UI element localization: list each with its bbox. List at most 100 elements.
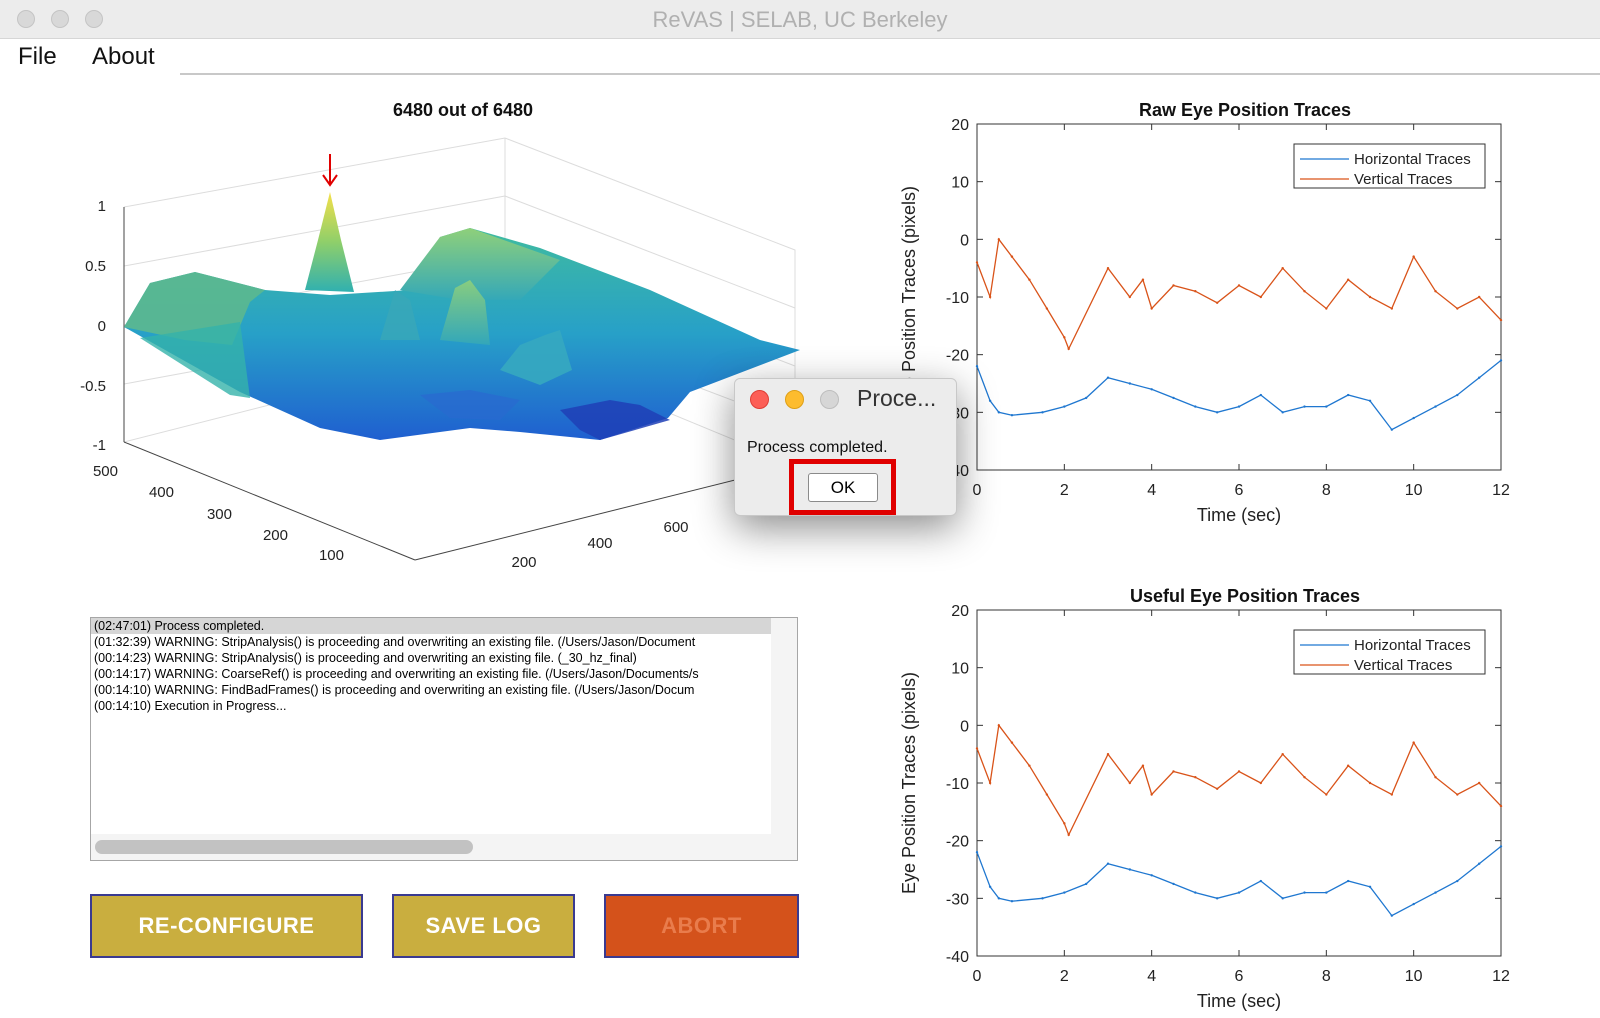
data-point xyxy=(988,885,992,888)
data-point xyxy=(988,399,992,402)
data-point xyxy=(1303,776,1306,779)
data-point xyxy=(1172,396,1175,400)
y-tick-label: -40 xyxy=(946,949,969,966)
title-bar: ReVAS | SELAB, UC Berkeley xyxy=(0,0,1600,39)
data-point xyxy=(1281,752,1284,756)
data-point xyxy=(1194,405,1197,408)
data-point xyxy=(1172,882,1175,886)
dialog-minimize-button[interactable] xyxy=(785,390,804,409)
data-point xyxy=(1390,914,1394,917)
data-point xyxy=(1237,284,1241,287)
close-window-button[interactable] xyxy=(17,10,35,28)
x-tick-label: 0 xyxy=(973,482,982,499)
y-tick-label: 300 xyxy=(207,506,232,523)
data-point xyxy=(1150,307,1153,310)
process-dialog: Proce... Process completed. OK xyxy=(734,378,957,516)
z-tick-label: 0 xyxy=(98,318,106,335)
x-tick-label: 4 xyxy=(1147,968,1156,985)
ok-button-highlight xyxy=(789,459,896,515)
x-axis-label: Time (sec) xyxy=(1197,991,1281,1011)
x-tick-labels: 200 400 600 xyxy=(511,519,688,571)
y-tick-label: 200 xyxy=(263,527,288,544)
surface-axes xyxy=(123,207,796,561)
log-line[interactable]: (02:47:01) Process completed. xyxy=(91,618,797,634)
data-point xyxy=(1412,741,1415,744)
data-point xyxy=(988,295,992,299)
data-point xyxy=(1237,770,1241,773)
data-point xyxy=(1368,885,1372,888)
data-point xyxy=(997,238,1001,241)
log-line[interactable]: (00:14:17) WARNING: CoarseRef() is proce… xyxy=(94,667,699,681)
dialog-zoom-button[interactable] xyxy=(820,390,839,409)
data-point xyxy=(1106,862,1110,865)
log-panel[interactable]: (02:47:01) Process completed. (01:32:39) … xyxy=(90,617,798,861)
data-point xyxy=(1084,882,1088,886)
data-point xyxy=(1041,897,1044,900)
data-point xyxy=(1150,388,1153,391)
z-tick-label: 1 xyxy=(98,198,106,215)
dialog-close-button[interactable] xyxy=(750,390,769,409)
menu-file[interactable]: File xyxy=(18,43,57,70)
data-point xyxy=(1063,405,1066,408)
data-point xyxy=(1434,405,1437,408)
log-horizontal-scrollbar[interactable] xyxy=(91,834,771,860)
abort-button[interactable]: ABORT xyxy=(604,894,799,958)
log-vertical-scrollbar[interactable] xyxy=(771,618,797,860)
data-point xyxy=(1215,787,1219,790)
reconfigure-button[interactable]: RE-CONFIGURE xyxy=(90,894,363,958)
window-title: ReVAS | SELAB, UC Berkeley xyxy=(652,7,948,32)
data-point xyxy=(1128,868,1132,871)
y-tick-label: -10 xyxy=(946,290,969,307)
surface-mesh xyxy=(124,192,800,440)
data-point xyxy=(1346,764,1350,767)
log-line[interactable]: (00:14:23) WARNING: StripAnalysis() is p… xyxy=(94,651,637,665)
y-tick-labels: 500 400 300 200 100 xyxy=(93,463,344,564)
data-point xyxy=(1041,411,1044,414)
data-point xyxy=(1106,376,1110,379)
menu-about[interactable]: About xyxy=(92,43,155,70)
data-point xyxy=(1368,781,1372,785)
log-line[interactable]: (00:14:10) Execution in Progress... xyxy=(94,699,287,713)
log-line[interactable]: (01:32:39) WARNING: StripAnalysis() is p… xyxy=(94,635,696,649)
dialog-title: Proce... xyxy=(857,385,937,411)
data-point xyxy=(997,724,1001,727)
save-log-button[interactable]: SAVE LOG xyxy=(392,894,575,958)
series-line-horizontal xyxy=(976,359,1502,431)
y-tick-label: 0 xyxy=(960,718,969,735)
x-tick-label: 600 xyxy=(663,519,688,536)
z-tick-label: -1 xyxy=(93,437,106,454)
y-tick-label: 10 xyxy=(951,175,969,192)
data-point xyxy=(997,411,1001,414)
data-point xyxy=(1412,902,1415,906)
data-point xyxy=(1172,284,1175,287)
data-point xyxy=(1434,776,1437,779)
data-point xyxy=(1172,770,1175,773)
data-point xyxy=(1303,290,1306,293)
series-line-vertical xyxy=(976,723,1502,837)
data-point xyxy=(1390,428,1394,431)
data-point xyxy=(1141,764,1145,767)
data-point xyxy=(975,365,979,368)
x-tick-label: 0 xyxy=(973,968,982,985)
data-point xyxy=(988,781,992,785)
x-tick-label: 12 xyxy=(1492,482,1510,499)
x-tick-label: 200 xyxy=(511,554,536,571)
data-point xyxy=(1259,781,1263,785)
data-point xyxy=(1412,255,1415,258)
data-point xyxy=(1303,405,1306,408)
log-horizontal-scroll-thumb[interactable] xyxy=(95,840,473,854)
log-line[interactable]: (00:14:10) WARNING: FindBadFrames() is p… xyxy=(94,683,695,697)
ok-button[interactable]: OK xyxy=(808,473,878,502)
data-point xyxy=(1325,891,1328,894)
data-point xyxy=(1063,822,1066,825)
legend-label: Horizontal Traces xyxy=(1354,151,1471,168)
minimize-window-button[interactable] xyxy=(51,10,69,28)
y-tick-label: -20 xyxy=(946,348,969,365)
x-tick-label: 2 xyxy=(1060,482,1069,499)
data-point xyxy=(1346,879,1350,883)
y-tick-label: 10 xyxy=(951,661,969,678)
zoom-window-button[interactable] xyxy=(85,10,103,28)
data-point xyxy=(1194,290,1197,293)
data-point xyxy=(1141,278,1145,281)
data-point xyxy=(1281,897,1284,900)
